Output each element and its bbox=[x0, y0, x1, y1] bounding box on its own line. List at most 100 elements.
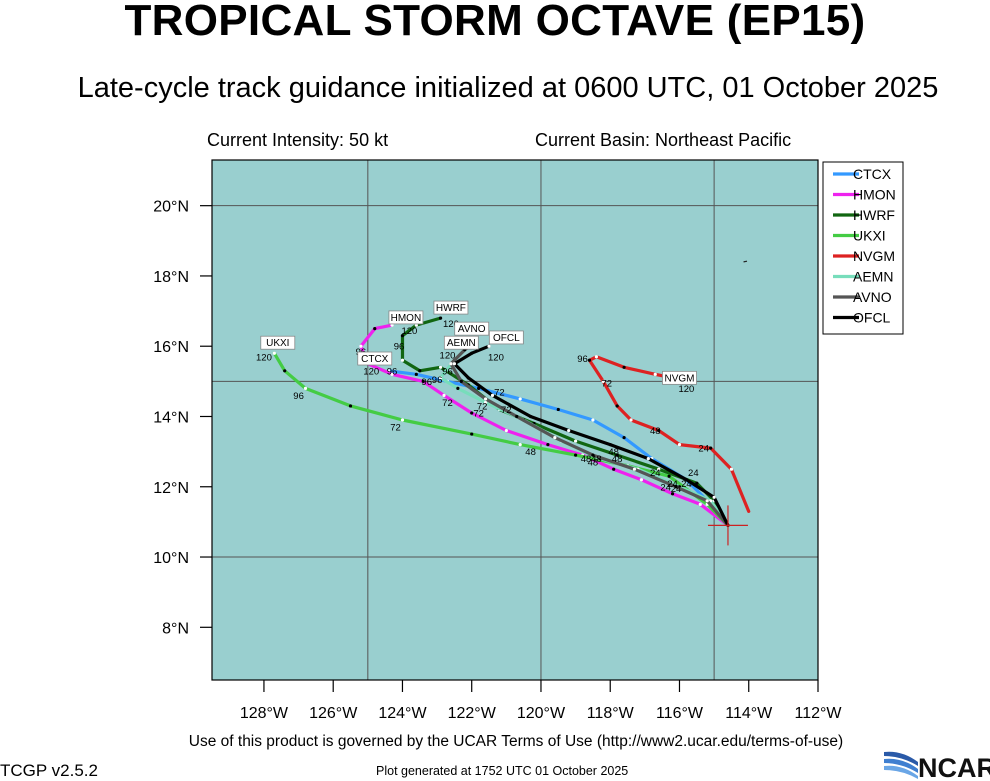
track-point-nvgm bbox=[657, 428, 661, 433]
legend-label-avno: AVNO bbox=[853, 289, 892, 305]
model-end-label-box bbox=[488, 330, 524, 345]
forecast-hour-label: 120 bbox=[488, 352, 504, 363]
forecast-hour-label: 96 bbox=[394, 342, 405, 353]
track-point-ofcl bbox=[490, 393, 495, 398]
track-point-ukxi bbox=[667, 474, 671, 478]
track-point-aemn bbox=[456, 386, 460, 390]
forecast-hour-label: 48 bbox=[581, 454, 592, 465]
track-point-ctcx bbox=[414, 372, 418, 376]
legend-box bbox=[822, 161, 904, 335]
lon-tick-label: 128°W bbox=[240, 705, 289, 722]
model-end-label-ctcx: CTCX bbox=[361, 354, 389, 365]
legend-label-hwrf: HWRF bbox=[853, 207, 895, 223]
forecast-hour-label: 96 bbox=[432, 375, 443, 386]
track-point-ofcl bbox=[567, 428, 571, 433]
track-point-ofcl bbox=[608, 442, 612, 447]
lat-tick-label: 10°N bbox=[153, 550, 189, 567]
lat-tick-label: 12°N bbox=[153, 480, 189, 497]
lon-tick-label: 112°W bbox=[794, 705, 842, 722]
track-point-avno bbox=[553, 435, 557, 440]
model-end-label-hwrf: HWRF bbox=[436, 303, 466, 314]
track-point-ofcl bbox=[452, 362, 456, 366]
ncar-logo-swoosh bbox=[884, 751, 918, 779]
current-basin-label: Current Basin: Northeast Pacific bbox=[535, 130, 792, 150]
track-point-hmon bbox=[470, 411, 474, 415]
legend-label-hmon: HMON bbox=[853, 187, 896, 203]
forecast-hour-label: 72 bbox=[390, 423, 401, 434]
model-end-label-aemn: AEMN bbox=[447, 338, 476, 349]
track-point-ukxi bbox=[574, 453, 578, 457]
track-point-ukxi bbox=[518, 442, 522, 447]
model-end-label-box bbox=[454, 321, 490, 336]
track-point-hmon bbox=[612, 467, 616, 471]
forecast-hour-label: 24 bbox=[681, 479, 692, 490]
ocean-background bbox=[212, 160, 818, 680]
lon-tick-label: 122°W bbox=[448, 705, 497, 722]
forecast-hour-label: 72 bbox=[473, 408, 484, 419]
forecast-hour-label: 48 bbox=[591, 454, 602, 465]
track-point-hwrf bbox=[574, 439, 578, 443]
track-point-ctcx bbox=[591, 418, 595, 422]
forecast-hour-label: 24 bbox=[698, 444, 709, 455]
model-end-label-avno: AVNO bbox=[458, 324, 486, 335]
ncar-logo: NCAR bbox=[884, 751, 990, 780]
track-point-hmon bbox=[390, 372, 394, 376]
track-point-ukxi bbox=[272, 351, 276, 355]
legend-label-ukxi: UKXI bbox=[853, 228, 886, 244]
island-speck bbox=[743, 260, 748, 263]
track-point-hmon bbox=[546, 442, 550, 447]
track-point-hmon bbox=[670, 492, 675, 496]
forecast-hour-label: 48 bbox=[525, 447, 536, 458]
track-point-avno bbox=[515, 414, 519, 419]
track-point-hwrf bbox=[414, 323, 418, 327]
lon-tick-label: 114°W bbox=[725, 705, 773, 722]
forecast-hour-label: 72 bbox=[601, 379, 612, 390]
lon-tick-label: 124°W bbox=[378, 705, 427, 722]
forecast-hour-label: 120 bbox=[401, 326, 417, 337]
legend-label-aemn: AEMN bbox=[853, 269, 893, 285]
track-point-ukxi bbox=[348, 404, 353, 408]
track-point-nvgm bbox=[653, 372, 657, 376]
track-point-ofcl bbox=[712, 495, 716, 499]
forecast-hour-label: 48 bbox=[612, 454, 623, 465]
track-point-avno bbox=[591, 453, 595, 457]
version-label: TCGP v2.5.2 bbox=[0, 761, 98, 780]
forecast-hour-label: 120 bbox=[678, 384, 694, 395]
lat-tick-label: 8°N bbox=[162, 620, 189, 637]
lon-tick-label: 116°W bbox=[656, 705, 704, 722]
model-end-label-box bbox=[260, 335, 296, 350]
track-point-nvgm bbox=[729, 467, 734, 471]
track-point-avno bbox=[705, 499, 709, 503]
track-point-avno bbox=[449, 362, 453, 366]
forecast-hour-label: 120 bbox=[363, 366, 379, 377]
forecast-hour-label: 120 bbox=[256, 352, 272, 363]
track-point-ukxi bbox=[303, 386, 308, 390]
model-end-label-ukxi: UKXI bbox=[266, 338, 289, 349]
forecast-hour-label: 96 bbox=[387, 366, 398, 377]
track-point-ctcx bbox=[556, 407, 560, 412]
track-point-nvgm bbox=[601, 379, 605, 383]
forecast-hour-label: 120 bbox=[440, 351, 456, 362]
forecast-hour-label: 24 bbox=[671, 484, 682, 495]
track-point-ofcl bbox=[470, 351, 474, 355]
lon-tick-label: 118°W bbox=[587, 705, 635, 722]
forecast-hour-label: 72 bbox=[477, 401, 488, 412]
track-point-avno bbox=[674, 485, 678, 489]
forecast-hour-label: 72 bbox=[442, 398, 453, 409]
track-point-hwrf bbox=[400, 358, 405, 362]
track-avno bbox=[449, 341, 730, 528]
forecast-hour-label: 72 bbox=[494, 387, 505, 398]
forecast-hour-label: 24 bbox=[688, 468, 699, 479]
track-point-hmon bbox=[698, 502, 702, 506]
lat-tick-label: 18°N bbox=[153, 269, 189, 286]
lon-tick-label: 120°W bbox=[517, 705, 566, 722]
forecast-hour-label: 120 bbox=[443, 319, 459, 330]
track-point-hwrf bbox=[438, 316, 443, 320]
forecast-hour-label: 48 bbox=[650, 426, 661, 437]
track-point-nvgm bbox=[594, 355, 598, 359]
track-point-ofcl bbox=[466, 376, 470, 380]
track-point-ctcx bbox=[622, 435, 626, 440]
legend-label-ctcx: CTCX bbox=[853, 166, 892, 182]
model-end-label-box bbox=[433, 300, 469, 315]
track-point-aemn bbox=[438, 376, 443, 380]
